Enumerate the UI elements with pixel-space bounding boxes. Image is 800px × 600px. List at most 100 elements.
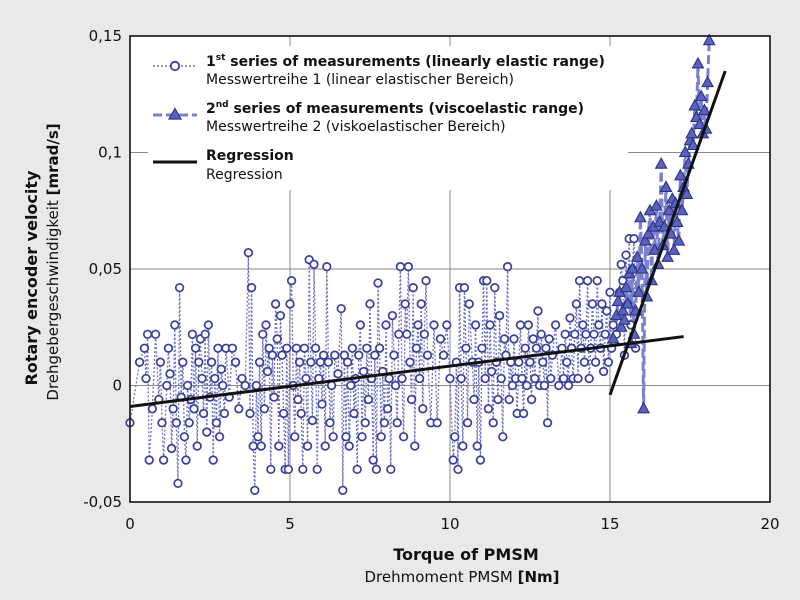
series-1-point <box>573 373 583 384</box>
series-1-point <box>496 373 506 384</box>
series-1-point <box>189 404 199 414</box>
series-1-point <box>509 334 519 344</box>
series-1-point <box>494 310 505 321</box>
series-1-point <box>259 404 270 414</box>
svg-text:2nd series of measurements (vi: 2nd series of measurements (viscoelastic… <box>206 100 584 117</box>
series-1-point <box>536 329 546 339</box>
series-1-point <box>352 464 362 475</box>
legend-series-1-number: 1 <box>206 54 216 70</box>
series-1-point <box>392 418 402 428</box>
series-1-point <box>365 299 375 309</box>
series-1-point <box>462 418 473 428</box>
series-1-point <box>518 408 529 419</box>
series-1-point <box>594 320 604 330</box>
legend-series-1-label-en: series of measurements (linearly elastic… <box>225 54 604 70</box>
series-1-point <box>325 418 335 428</box>
series-1-point <box>174 282 185 293</box>
series-1-point <box>341 432 351 442</box>
legend-series-2-number: 2 <box>206 101 216 117</box>
series-1-point <box>251 380 262 391</box>
series-1-point <box>488 418 498 428</box>
series-1-point <box>533 306 543 316</box>
series-1-point <box>538 357 548 367</box>
series-1-point <box>477 343 487 353</box>
series-1-point <box>493 394 503 405</box>
series-1-point <box>286 276 297 286</box>
series-1-point <box>402 329 412 339</box>
series-1-point <box>179 432 190 442</box>
series-1-point <box>166 443 177 454</box>
series-1-point <box>162 380 172 391</box>
series-1-point <box>598 366 609 377</box>
series-1-point <box>254 357 265 367</box>
series-1-point <box>347 343 358 353</box>
legend-series-2-superscript: nd <box>216 100 229 110</box>
series-1-point <box>499 334 510 344</box>
series-1-point <box>262 366 273 377</box>
series-2-point <box>625 261 639 274</box>
x-tick-label: 20 <box>760 515 779 533</box>
series-1-point <box>269 392 279 402</box>
series-1-point <box>525 357 535 367</box>
series-1-point <box>394 329 404 339</box>
series-1-point <box>517 373 527 384</box>
x-tick-label: 15 <box>600 515 619 533</box>
series-1-point <box>456 373 466 384</box>
series-1-point <box>294 357 305 367</box>
series-1-point <box>450 432 460 442</box>
series-1-point <box>571 299 582 309</box>
series-2-point <box>638 233 652 246</box>
series-1-point <box>253 432 263 442</box>
series-1-point <box>211 418 222 428</box>
series-1-point <box>144 455 154 465</box>
series-1-point <box>290 432 300 442</box>
series-1-point <box>344 441 354 451</box>
series-1-point <box>142 329 153 339</box>
series-1-point <box>486 366 497 377</box>
series-1-point <box>182 380 193 391</box>
series-1-point <box>587 299 598 309</box>
legend-series-1-label-de: Messwertreihe 1 (linear elastischer Bere… <box>206 72 514 88</box>
series-1-point <box>603 357 614 367</box>
series-1-point <box>202 427 212 437</box>
series-1-point <box>342 357 353 367</box>
series-1-point <box>354 350 364 360</box>
series-1-point <box>472 441 482 451</box>
series-1-point <box>616 259 626 269</box>
series-1-point <box>442 320 452 330</box>
series-1-point <box>230 357 241 367</box>
series-1-point <box>158 455 169 465</box>
series-1-point <box>435 334 446 344</box>
series-1-point <box>370 350 380 360</box>
y-axis-title-en: Rotary encoder velocity <box>22 170 41 386</box>
legend: 1st series of measurements (linearly ela… <box>148 46 628 190</box>
series-1-point <box>448 455 458 465</box>
series-1-point <box>582 276 593 286</box>
series-1-point <box>198 408 209 419</box>
series-2-point <box>611 294 625 307</box>
series-1-point <box>208 455 218 465</box>
series-2-point <box>649 198 663 211</box>
series-1-point <box>458 441 468 451</box>
series-1-point <box>470 320 481 330</box>
series-1-point <box>386 464 396 475</box>
series-1-point <box>413 320 423 330</box>
series-1-point <box>181 455 191 465</box>
series-1-point <box>170 320 180 330</box>
x-tick-label: 0 <box>125 515 135 533</box>
series-1-point <box>381 320 391 330</box>
legend-background <box>148 46 628 190</box>
series-1-point <box>150 329 161 339</box>
x-axis-title-en: Torque of PMSM <box>393 545 539 564</box>
series-1-point <box>173 478 183 489</box>
y-axis-unit: [mrad/s] <box>44 123 62 195</box>
y-tick-label: 0,15 <box>89 27 122 45</box>
series-1-point <box>597 299 607 309</box>
series-1-point <box>317 399 327 409</box>
series-1-point <box>482 276 492 286</box>
series-1-point <box>531 343 542 353</box>
regression-line <box>608 70 727 396</box>
series-2-point <box>701 75 715 88</box>
series-1-point <box>267 350 278 360</box>
